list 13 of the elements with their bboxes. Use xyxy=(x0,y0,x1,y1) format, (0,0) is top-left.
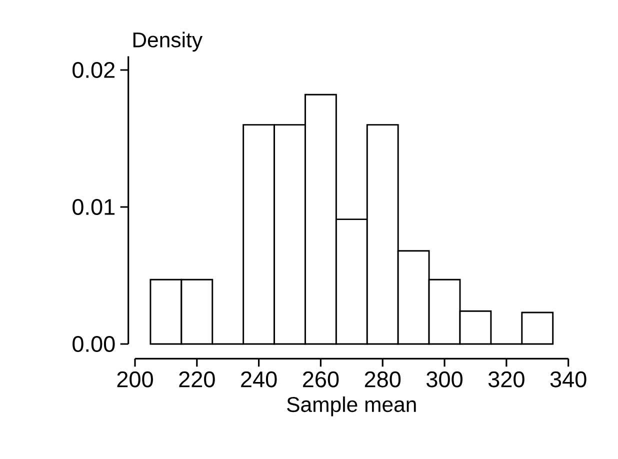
y-tick-label: 0.00 xyxy=(72,336,115,352)
x-tick-label: 300 xyxy=(426,371,462,388)
x-tick-label: 200 xyxy=(117,371,153,388)
x-tick-label: 260 xyxy=(303,371,339,388)
x-tick-label: 220 xyxy=(179,371,215,388)
x-tick-label: 320 xyxy=(488,371,524,388)
x-tick-label: 240 xyxy=(241,371,277,388)
y-axis-title: Density xyxy=(133,32,203,52)
x-axis-title: Sample mean xyxy=(287,396,416,416)
y-tick-label: 0.02 xyxy=(72,62,114,78)
x-tick-label: 280 xyxy=(364,371,401,388)
y-tick-label: 0.01 xyxy=(72,199,115,215)
x-tick-label: 340 xyxy=(550,371,586,388)
